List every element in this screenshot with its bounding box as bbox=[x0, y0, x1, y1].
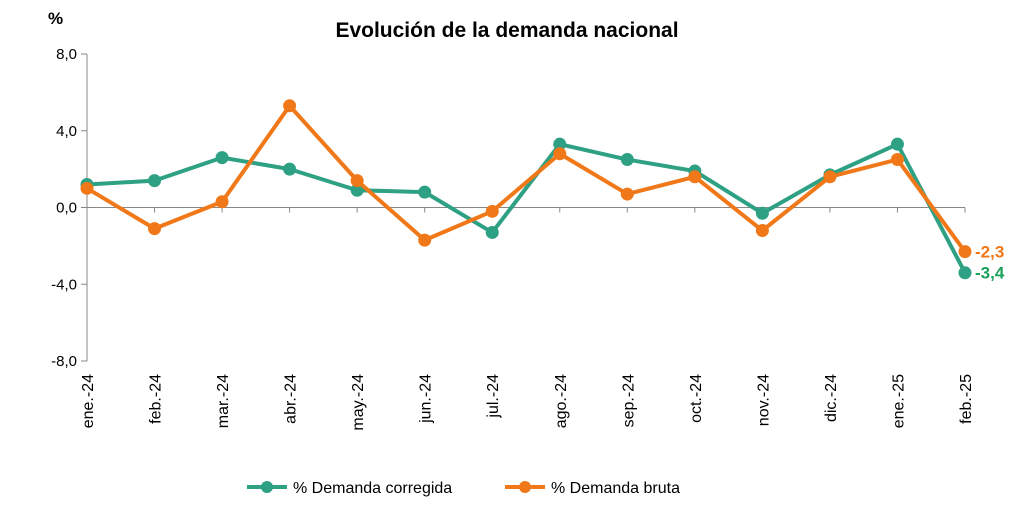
y-tick-label: -4,0 bbox=[51, 276, 77, 293]
y-unit-label: % bbox=[48, 9, 63, 28]
data-point bbox=[553, 147, 567, 161]
data-point bbox=[755, 224, 769, 238]
data-point bbox=[755, 206, 769, 220]
data-point bbox=[890, 153, 904, 167]
data-point bbox=[350, 174, 364, 188]
series-line bbox=[85, 103, 967, 253]
legend-label: % Demanda bruta bbox=[551, 480, 680, 497]
data-point bbox=[958, 266, 972, 280]
data-point bbox=[958, 245, 972, 259]
x-tick-label: feb.-25 bbox=[958, 374, 975, 424]
x-tick-label: ene.-24 bbox=[80, 374, 97, 428]
data-point bbox=[148, 222, 162, 236]
y-tick-label: 0,0 bbox=[56, 200, 77, 217]
data-point bbox=[80, 181, 94, 195]
x-tick-label: dic.-24 bbox=[823, 374, 840, 422]
x-tick-label: nov.-24 bbox=[755, 374, 772, 426]
y-tick-label: 8,0 bbox=[56, 46, 77, 63]
data-label: -2,3 bbox=[975, 243, 1004, 262]
legend: % Demanda corregida % Demanda bruta bbox=[247, 480, 680, 497]
chart-title: Evolución de la demanda nacional bbox=[335, 19, 678, 42]
data-point bbox=[485, 204, 499, 218]
data-point bbox=[418, 185, 432, 199]
x-tick-label: feb.-24 bbox=[148, 374, 165, 424]
x-tick-label: jul.-24 bbox=[485, 374, 502, 419]
x-tick-label: sep.-24 bbox=[620, 374, 637, 427]
data-point bbox=[283, 99, 297, 113]
data-point bbox=[215, 151, 229, 165]
data-point bbox=[620, 153, 634, 167]
x-tick-label: mar.-24 bbox=[215, 374, 232, 428]
series-1: -3,4 bbox=[80, 137, 1005, 283]
y-tick-label: 4,0 bbox=[56, 123, 77, 140]
x-tick-label: ene.-25 bbox=[890, 374, 907, 428]
data-point bbox=[283, 162, 297, 176]
data-point bbox=[620, 187, 634, 201]
legend-marker bbox=[261, 481, 273, 493]
y-tick-label: -8,0 bbox=[51, 353, 77, 370]
data-point bbox=[418, 233, 432, 247]
series-line bbox=[86, 142, 967, 274]
legend-label: % Demanda corregida bbox=[293, 480, 452, 497]
x-tick-label: abr.-24 bbox=[283, 374, 300, 424]
legend-marker bbox=[519, 481, 531, 493]
x-tick-label: may.-24 bbox=[350, 374, 367, 431]
x-tick-label: oct.-24 bbox=[688, 374, 705, 423]
data-point bbox=[890, 137, 904, 151]
data-point bbox=[148, 174, 162, 188]
x-tick-label: ago.-24 bbox=[553, 374, 570, 428]
x-tick-label: jun.-24 bbox=[418, 374, 435, 424]
data-point bbox=[485, 225, 499, 239]
data-point bbox=[215, 195, 229, 209]
series-layer: -3,4 -2,3 bbox=[80, 99, 1005, 283]
data-point bbox=[688, 170, 702, 184]
legend-item: % Demanda bruta bbox=[505, 480, 680, 497]
series-2: -2,3 bbox=[80, 99, 1004, 262]
data-point bbox=[823, 170, 837, 184]
data-label: -3,4 bbox=[975, 264, 1005, 283]
legend-item: % Demanda corregida bbox=[247, 480, 452, 497]
